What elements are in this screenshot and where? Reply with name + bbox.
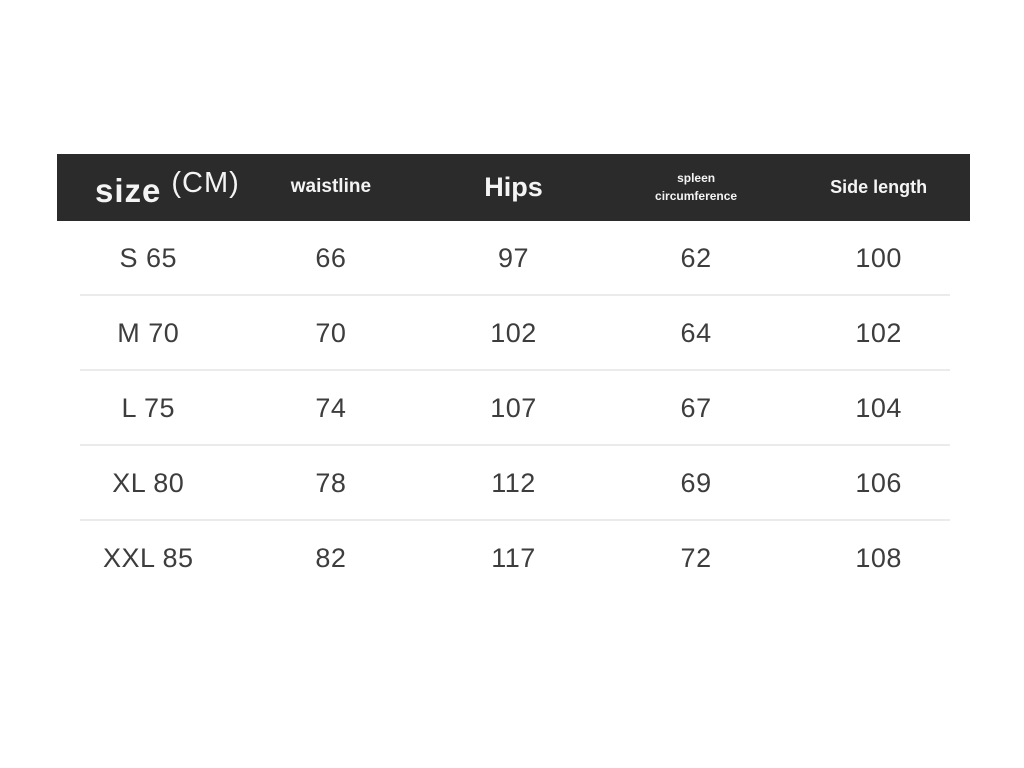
- table-header-row: size (CM) waistline Hips spleen circumfe…: [57, 154, 970, 221]
- hips-cell: 107: [490, 393, 537, 423]
- hips-cell: 117: [491, 543, 536, 573]
- size-cell: XXL 85: [103, 543, 194, 573]
- column-header-waistline: waistline: [240, 154, 423, 221]
- unit-label: (CM): [171, 166, 240, 199]
- hips-cell: 112: [491, 468, 536, 498]
- column-header-hips: Hips: [422, 154, 605, 221]
- side-length-cell: 102: [855, 318, 902, 348]
- spleen-cell: 69: [680, 468, 712, 498]
- column-header-spleen-circumference: spleen circumference: [605, 154, 788, 221]
- size-label: size: [95, 172, 162, 210]
- spleen-cell: 67: [680, 393, 712, 423]
- table-row-xxl: XXL 85 82 117 72 108: [57, 521, 970, 596]
- waistline-cell: 74: [315, 393, 347, 423]
- column-header-size: size (CM): [57, 154, 240, 221]
- size-chart-table: size (CM) waistline Hips spleen circumfe…: [57, 154, 970, 596]
- side-length-cell: 108: [855, 543, 902, 573]
- size-cell: M 70: [117, 318, 180, 348]
- size-cell: L 75: [121, 393, 176, 423]
- column-header-label: Side length: [830, 176, 928, 197]
- side-length-cell: 106: [855, 468, 902, 498]
- hips-cell: 97: [497, 243, 529, 273]
- column-header-side-length: Side length: [787, 154, 970, 221]
- spleen-cell: 62: [680, 243, 712, 273]
- waistline-cell: 82: [315, 543, 347, 573]
- size-cell: S 65: [119, 243, 178, 273]
- side-length-cell: 100: [855, 243, 902, 273]
- column-header-label: Hips: [484, 171, 543, 202]
- waistline-cell: 78: [315, 468, 347, 498]
- waistline-cell: 70: [315, 318, 347, 348]
- waistline-cell: 66: [315, 243, 347, 273]
- column-header-label: waistline: [290, 176, 372, 198]
- table-row-xl: XL 80 78 112 69 106: [57, 446, 970, 521]
- side-length-cell: 104: [855, 393, 902, 423]
- hips-cell: 102: [490, 318, 537, 348]
- column-header-label: spleen circumference: [655, 171, 738, 203]
- size-cell: XL 80: [112, 468, 185, 498]
- spleen-cell: 72: [680, 543, 712, 573]
- table-row-m: M 70 70 102 64 102: [57, 296, 970, 371]
- table-row-s: S 65 66 97 62 100: [57, 221, 970, 296]
- table-row-l: L 75 74 107 67 104: [57, 371, 970, 446]
- spleen-cell: 64: [680, 318, 712, 348]
